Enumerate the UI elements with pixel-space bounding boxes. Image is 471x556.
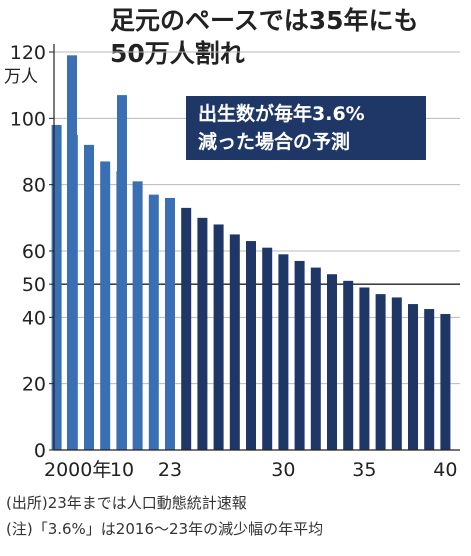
bar-forecast [278, 254, 289, 450]
bar-forecast [424, 309, 435, 450]
bar-actual [67, 134, 78, 450]
bar-forecast [440, 314, 451, 450]
forecast-annotation: 出生数が毎年3.6% 減った場合の予測 [186, 96, 426, 160]
y-tick-labels: 0 20 40 50 60 80 100 120 [10, 42, 46, 462]
y-tick-label: 50 [22, 274, 46, 296]
bar-forecast [213, 224, 224, 450]
x-tick-label: 10 [110, 459, 134, 481]
bar-forecast [375, 294, 386, 450]
bar-forecast [197, 217, 208, 450]
axes [49, 44, 460, 451]
bar-forecast [310, 267, 321, 450]
bar-actual [148, 194, 159, 450]
footnote: (注)「3.6%」は2016～23年の減少幅の年平均 [6, 520, 324, 538]
y-tick-label: 20 [22, 374, 46, 396]
bar-forecast [181, 207, 192, 450]
bar-forecast [327, 274, 337, 450]
source-notes: (出所)23年までは人口動態統計速報 (注)「3.6%」は2016～23年の減少… [6, 490, 466, 542]
x-tick-label: 35 [352, 459, 376, 481]
bar-actual [116, 171, 127, 450]
x-tick-label: 2000年 [44, 459, 111, 481]
bar-forecast [262, 247, 273, 450]
bar-actual [84, 144, 94, 450]
bar-actual [100, 161, 111, 450]
chart-title: 足元のペースでは35年にも 50万人割れ [110, 4, 465, 70]
y-tick-label: 80 [22, 175, 46, 197]
bars [51, 55, 451, 451]
annotation-line-1: 出生数が毎年3.6% [198, 103, 365, 125]
bar-forecast [391, 297, 402, 450]
y-tick-label: 100 [10, 108, 46, 130]
annotation-line-2: 減った場合の予測 [198, 131, 351, 153]
bar-actual [51, 124, 62, 450]
y-unit-label: 万人 [4, 67, 38, 87]
bar-forecast [229, 234, 240, 450]
chart-title-line-1: 足元のペースでは35年にも [110, 6, 419, 35]
bar-forecast [246, 241, 256, 450]
bar-actual [165, 197, 175, 450]
bar-forecast [343, 280, 354, 450]
y-tick-label: 0 [34, 440, 46, 462]
bar-forecast [294, 260, 305, 450]
bar-forecast [408, 304, 418, 450]
bar-forecast [359, 287, 370, 450]
x-tick-label: 30 [271, 459, 295, 481]
x-tick-label: 40 [433, 459, 457, 481]
chart-title-line-2: 50万人割れ [110, 39, 245, 68]
source-note: (出所)23年までは人口動態統計速報 [6, 494, 247, 512]
x-tick-label: 23 [158, 459, 182, 481]
bar-actual [132, 181, 143, 450]
y-tick-label: 60 [22, 241, 46, 263]
y-tick-label: 120 [10, 42, 46, 64]
y-tick-label: 40 [22, 307, 46, 329]
